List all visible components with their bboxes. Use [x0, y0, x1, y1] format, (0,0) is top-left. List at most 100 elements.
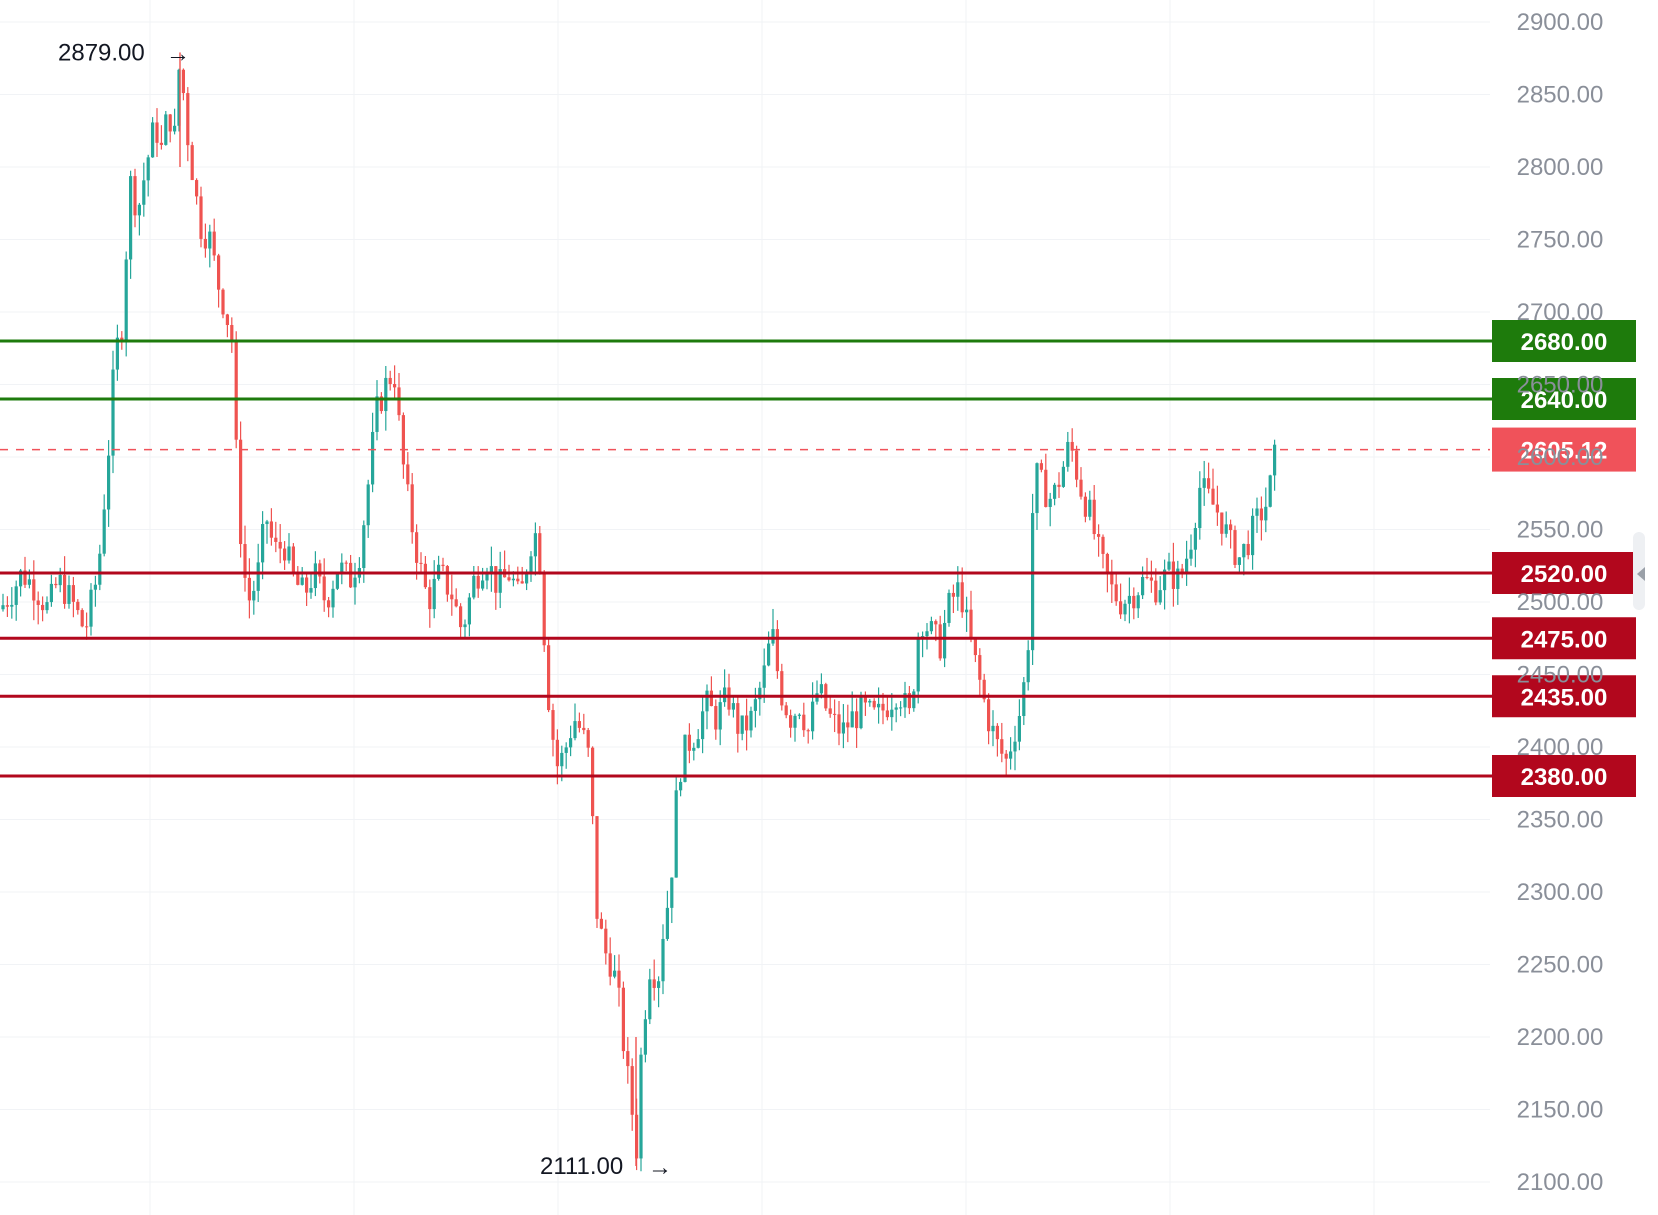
candle-body	[41, 604, 45, 611]
candle	[1163, 559, 1167, 610]
candle-body	[445, 566, 449, 595]
candle-body	[621, 987, 625, 1052]
candle-body	[362, 525, 366, 569]
candle-body	[230, 325, 234, 342]
candle	[428, 579, 432, 628]
candle-body	[965, 609, 969, 613]
candle	[274, 521, 278, 553]
candle	[1119, 583, 1123, 619]
candle	[476, 566, 480, 598]
candle	[960, 567, 964, 618]
y-tick-label: 2650.00	[1517, 372, 1604, 399]
candle-body	[190, 145, 194, 181]
candle-body	[617, 970, 621, 988]
candle	[1237, 557, 1241, 572]
candle	[159, 125, 163, 150]
candle	[775, 620, 779, 679]
y-tick-label: 2150.00	[1517, 1097, 1604, 1124]
candle	[670, 877, 674, 924]
y-tick-label: 2850.00	[1517, 82, 1604, 109]
candle-body	[375, 396, 379, 432]
candle	[533, 522, 537, 576]
candle	[995, 723, 999, 757]
candle-body	[1075, 450, 1079, 480]
axis-scroll-thumb[interactable]	[1633, 532, 1645, 610]
candle	[573, 703, 577, 741]
candle-body	[1145, 576, 1149, 578]
candle	[296, 566, 300, 586]
candle-body	[467, 597, 471, 625]
candle-body	[186, 93, 190, 146]
candle	[591, 746, 595, 825]
candle	[300, 567, 304, 586]
candle-body	[300, 577, 304, 585]
candle	[5, 596, 9, 617]
candle-body	[212, 231, 216, 256]
candle	[617, 954, 621, 1007]
candle	[802, 702, 806, 737]
candle	[709, 676, 713, 707]
candle	[1198, 471, 1202, 540]
candle	[1158, 576, 1162, 605]
candle-body	[511, 578, 515, 581]
candle-body	[428, 587, 432, 610]
candle-body	[49, 583, 53, 603]
candle-body	[714, 706, 718, 730]
candle	[1132, 587, 1136, 620]
candle-body	[1, 605, 5, 610]
candle-body	[1110, 574, 1114, 585]
candle-body	[903, 693, 907, 708]
level-badge	[1492, 378, 1636, 420]
candle-body	[652, 979, 656, 988]
candle-body	[366, 484, 370, 526]
axis-collapse-icon[interactable]	[1637, 567, 1645, 581]
candle	[991, 710, 995, 747]
candle	[780, 663, 784, 711]
candle-body	[36, 600, 40, 605]
candle	[1004, 750, 1008, 776]
candle-body	[1070, 441, 1074, 451]
axis-scrollbar[interactable]	[1633, 532, 1645, 610]
candle	[291, 543, 295, 577]
candle-body	[450, 594, 454, 600]
candle	[674, 777, 678, 878]
candle	[714, 699, 718, 740]
candle-body	[899, 707, 903, 709]
candle-body	[318, 563, 322, 577]
candle-body	[305, 577, 309, 593]
candle	[1039, 459, 1043, 473]
candle-body	[991, 725, 995, 732]
candle-body	[472, 575, 476, 598]
candle-body	[894, 707, 898, 710]
candle	[1176, 560, 1180, 605]
y-tick-label: 2500.00	[1517, 589, 1604, 616]
candle-body	[1057, 484, 1061, 487]
candle-body	[45, 602, 49, 611]
candle-body	[1092, 499, 1096, 535]
candle-body	[819, 684, 823, 694]
candle-body	[683, 734, 687, 782]
candle	[547, 638, 551, 713]
candle	[269, 508, 273, 546]
candle-body	[1127, 595, 1131, 604]
candle	[613, 955, 617, 979]
high-annotation: 2879.00	[58, 39, 145, 66]
candle-body	[1061, 466, 1065, 487]
candle	[564, 742, 568, 769]
candle	[252, 580, 256, 615]
low-annotation: 2111.00	[540, 1153, 623, 1180]
candle	[599, 912, 603, 930]
candle-body	[261, 524, 265, 563]
candle-body	[274, 537, 278, 542]
candle-body	[555, 739, 559, 767]
candle-body	[481, 580, 485, 589]
candle-body	[780, 671, 784, 706]
candle-body	[859, 697, 863, 729]
candle-body	[538, 533, 542, 574]
candle-body	[925, 631, 929, 637]
candle-body	[520, 581, 524, 584]
candle-body	[71, 585, 75, 602]
candle	[1268, 474, 1272, 508]
candle	[925, 623, 929, 650]
candle	[740, 715, 744, 741]
